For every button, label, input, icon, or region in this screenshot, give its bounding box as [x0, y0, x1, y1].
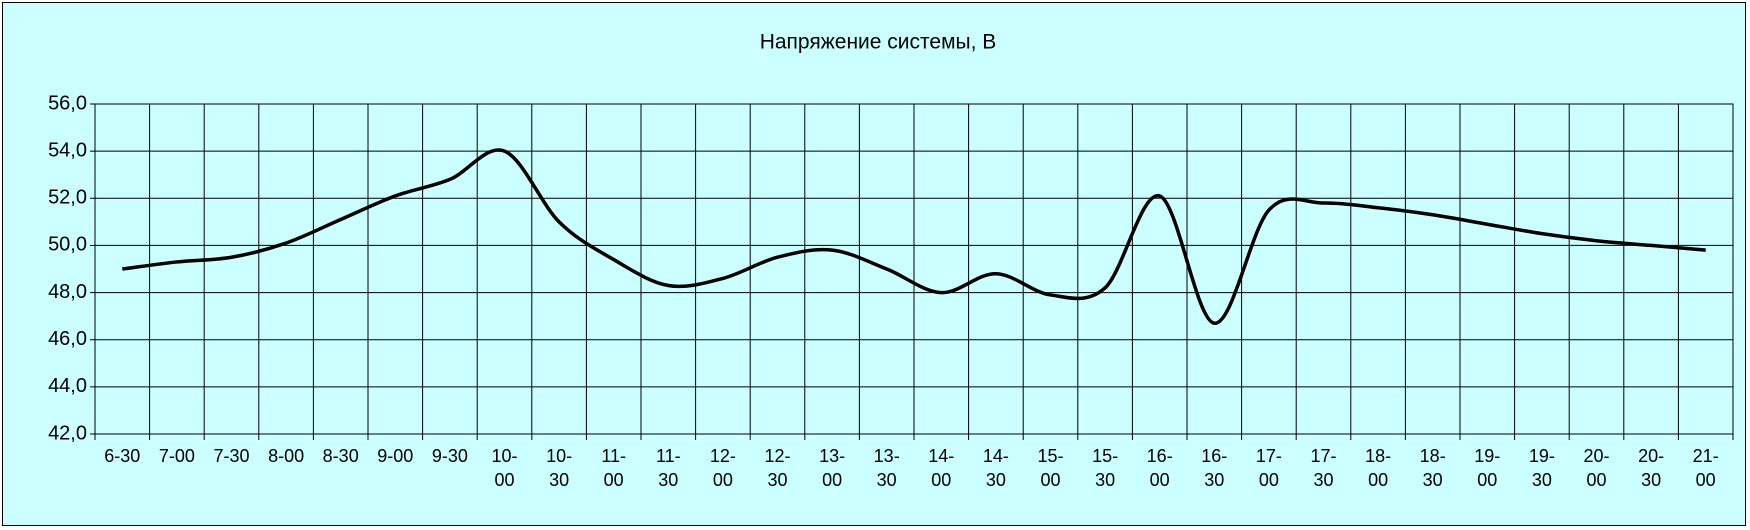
plot-border: [94, 103, 1734, 435]
x-tick-label: 9-30: [431, 446, 468, 466]
x-tick-label: 20-30: [1638, 446, 1665, 490]
x-tick-label: 8-00: [268, 446, 305, 466]
x-tick-label: 14-00: [928, 446, 955, 490]
y-tick-label: 42,0: [48, 422, 87, 444]
x-tick-label: 19-30: [1528, 446, 1555, 490]
x-tick-label: 7-00: [158, 446, 195, 466]
x-tick-label: 16-30: [1201, 446, 1228, 490]
x-tick-label: 12-30: [764, 446, 791, 490]
x-tick-label: 6-30: [104, 446, 141, 466]
x-tick-label: 15-00: [1037, 446, 1064, 490]
x-tick-label: 16-00: [1146, 446, 1173, 490]
y-tick-label: 56,0: [48, 92, 87, 114]
y-tick-label: 50,0: [48, 234, 87, 256]
x-tick-label: 11-00: [601, 446, 627, 490]
x-tick-label: 14-30: [982, 446, 1009, 490]
chart: Напряжение системы, В 42,0 44,0 46,0 48,0 50…: [48, 31, 1734, 444]
y-tick-label: 54,0: [48, 139, 87, 161]
y-tick-label: 52,0: [48, 187, 87, 209]
x-tick-label: 19-00: [1474, 446, 1501, 490]
line-series: [122, 148, 1706, 325]
x-tick-label: 13-30: [873, 446, 900, 490]
y-tick-label: 46,0: [48, 328, 87, 350]
x-tick-label: 17-00: [1255, 446, 1282, 490]
x-tick-label: 15-30: [1092, 446, 1119, 490]
x-tick-label: 21-00: [1692, 446, 1719, 490]
x-tick-label: 7-30: [213, 446, 250, 466]
x-tick-label: 13-00: [819, 446, 846, 490]
x-tick-label: 20-00: [1583, 446, 1610, 490]
x-tick-label: 11-30: [655, 446, 681, 490]
y-tick-label: 44,0: [48, 375, 87, 397]
x-tick-label: 10-30: [546, 446, 573, 490]
y-tick-label: 48,0: [48, 281, 87, 303]
x-tick-label: 8-30: [322, 446, 359, 466]
x-tick-label: 10-00: [491, 446, 518, 490]
x-tick-label: 17-30: [1310, 446, 1337, 490]
chart-title: Напряжение системы, В: [760, 31, 997, 54]
x-tick-label: 12-00: [709, 446, 736, 490]
x-tick-label: 18-00: [1365, 446, 1392, 490]
x-tick-label: 18-30: [1419, 446, 1446, 490]
x-tick-label: 9-00: [377, 446, 414, 466]
